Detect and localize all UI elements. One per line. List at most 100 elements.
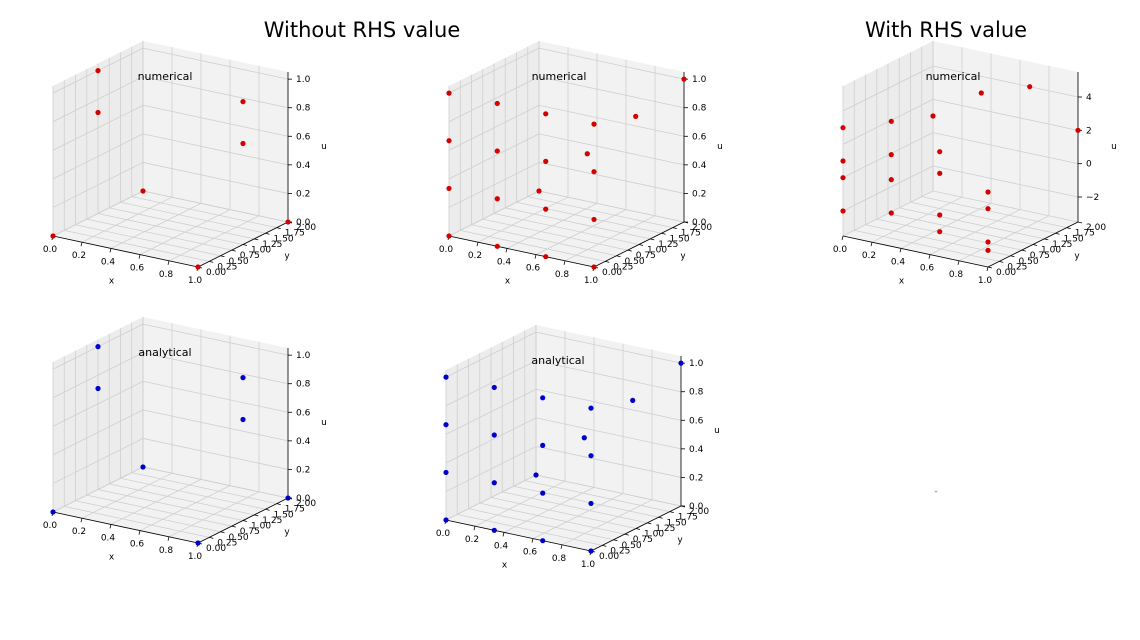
x-tick-label: 0.2 xyxy=(72,527,86,537)
z-axis-label: u xyxy=(714,426,720,436)
y-tick-label: 1.25 xyxy=(262,240,282,250)
y-axis-label: y xyxy=(680,252,686,262)
grid-line xyxy=(513,485,659,518)
grid-line xyxy=(445,474,537,521)
x-tick-label: 0.8 xyxy=(159,270,174,280)
grid-line xyxy=(448,76,540,123)
grid-line xyxy=(64,505,210,538)
grid-line xyxy=(86,218,232,251)
x-tick xyxy=(957,260,960,265)
y-tick xyxy=(1077,221,1083,224)
grid-line xyxy=(471,224,617,257)
y-tick-label: 0.50 xyxy=(229,533,249,543)
x-axis-line xyxy=(445,519,592,552)
grid-line xyxy=(52,133,144,180)
x-tick xyxy=(928,254,931,259)
grid-line xyxy=(52,104,144,151)
grid-line xyxy=(109,207,255,240)
z-tick-label: 0.0 xyxy=(689,502,704,512)
z-tick-label: 1.0 xyxy=(689,359,704,369)
grid-line xyxy=(932,98,1079,131)
grid-line xyxy=(538,104,685,137)
data-point xyxy=(1075,127,1081,133)
x-axis-label: x xyxy=(109,277,115,287)
grid-line xyxy=(932,165,1079,198)
y-tick-label: 0.00 xyxy=(602,268,622,278)
grid-line xyxy=(52,352,144,399)
panel-title: numerical xyxy=(138,70,193,83)
data-point xyxy=(446,185,452,192)
x-tick-label: 0.0 xyxy=(439,245,454,255)
grid-line xyxy=(52,190,144,237)
panel-numerical-right: 0.00.20.40.60.81.00.000.250.500.751.001.… xyxy=(833,41,1117,287)
y-tick-label: 1.25 xyxy=(1052,240,1072,250)
grid-line xyxy=(887,213,1034,245)
x-axis-label: x xyxy=(899,277,905,287)
y-tick-label: 0.25 xyxy=(1007,262,1027,272)
grid-line xyxy=(142,380,289,413)
suptitle-left: Without RHS value xyxy=(263,18,461,42)
data-point xyxy=(443,469,449,476)
y-tick xyxy=(627,249,632,252)
data-point xyxy=(140,188,146,194)
x-tick-label: 0.4 xyxy=(494,541,509,551)
data-point xyxy=(494,196,500,202)
panel-title: analytical xyxy=(138,346,191,359)
grid-line xyxy=(142,162,289,194)
grid-line xyxy=(97,489,244,521)
x-tick xyxy=(531,538,534,543)
y-tick xyxy=(661,232,666,235)
y-axis-label: y xyxy=(284,528,290,538)
y-tick-label: 1.25 xyxy=(658,240,678,250)
data-point xyxy=(536,188,542,194)
x-tick-label: 1.0 xyxy=(188,552,203,562)
z-tick-label: 0.2 xyxy=(689,473,703,483)
y-tick xyxy=(231,249,236,252)
data-point xyxy=(285,495,291,501)
data-point xyxy=(95,344,101,350)
y-tick xyxy=(254,514,259,517)
z-tick-label: 1.0 xyxy=(692,75,707,85)
y-axis-label: y xyxy=(284,252,290,262)
x-tick xyxy=(138,530,141,535)
data-point xyxy=(446,90,452,96)
data-point xyxy=(937,212,943,218)
y-tick-label: 1.75 xyxy=(1075,229,1095,239)
data-point xyxy=(543,206,549,212)
grid-line xyxy=(142,104,289,137)
grid-line xyxy=(932,190,1079,223)
y-tick-label: 1.75 xyxy=(285,505,305,515)
grid-line xyxy=(97,213,244,245)
data-point xyxy=(633,113,639,119)
y-tick xyxy=(658,516,663,519)
grid-line xyxy=(457,513,603,546)
x-tick-label: 0.0 xyxy=(43,521,58,531)
x-tick xyxy=(167,260,170,265)
grid-line xyxy=(932,132,1079,165)
x-tick-label: 1.0 xyxy=(584,276,599,286)
grid-line xyxy=(842,98,934,145)
grid-line xyxy=(142,76,289,109)
data-point xyxy=(240,416,246,423)
y-tick xyxy=(209,536,214,539)
z-tick-label: 0.6 xyxy=(689,416,704,426)
z-tick-label: 0.6 xyxy=(296,408,311,418)
data-point xyxy=(591,121,597,127)
y-tick-label: 1.00 xyxy=(644,530,664,540)
data-point xyxy=(494,100,500,107)
x-tick-label: 0.6 xyxy=(920,264,935,274)
z-tick-label: 0.0 xyxy=(296,494,311,504)
x-tick-label: 1.0 xyxy=(581,560,596,570)
data-point xyxy=(491,480,497,486)
y-tick-label: 1.50 xyxy=(670,234,690,244)
grid-line xyxy=(468,508,614,541)
z-axis-label: u xyxy=(321,418,327,428)
y-tick xyxy=(669,511,674,514)
x-tick xyxy=(534,254,537,259)
data-point xyxy=(630,397,636,403)
x-tick-label: 0.2 xyxy=(862,251,876,261)
grid-line xyxy=(52,409,144,456)
y-tick xyxy=(605,260,610,263)
panel-numerical-middle: 0.00.20.40.60.81.00.000.250.500.751.001.… xyxy=(439,41,723,287)
